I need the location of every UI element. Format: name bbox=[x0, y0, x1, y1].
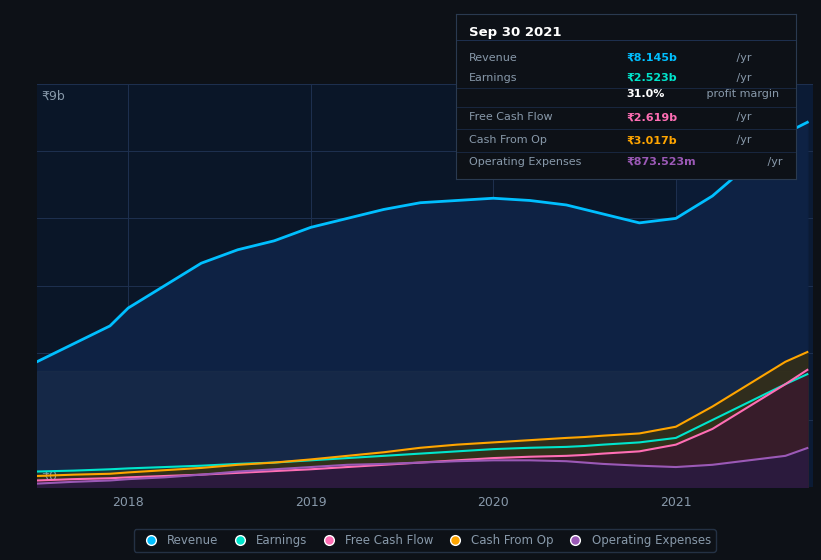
Bar bbox=[676, 84, 813, 487]
Text: ₹0: ₹0 bbox=[41, 470, 57, 483]
Text: Operating Expenses: Operating Expenses bbox=[470, 157, 581, 167]
Text: /yr: /yr bbox=[764, 157, 782, 167]
Text: ₹8.145b: ₹8.145b bbox=[626, 53, 677, 63]
Text: Free Cash Flow: Free Cash Flow bbox=[470, 112, 553, 122]
Text: profit margin: profit margin bbox=[703, 89, 779, 99]
Text: /yr: /yr bbox=[733, 112, 752, 122]
Text: ₹2.619b: ₹2.619b bbox=[626, 112, 677, 122]
Text: /yr: /yr bbox=[733, 136, 752, 146]
Text: /yr: /yr bbox=[733, 73, 752, 83]
Text: ₹3.017b: ₹3.017b bbox=[626, 136, 677, 146]
Text: Revenue: Revenue bbox=[470, 53, 518, 63]
Text: Sep 30 2021: Sep 30 2021 bbox=[470, 26, 562, 39]
Text: ₹9b: ₹9b bbox=[41, 90, 65, 103]
Text: Cash From Op: Cash From Op bbox=[470, 136, 547, 146]
Text: /yr: /yr bbox=[733, 53, 752, 63]
Text: ₹2.523b: ₹2.523b bbox=[626, 73, 677, 83]
Legend: Revenue, Earnings, Free Cash Flow, Cash From Op, Operating Expenses: Revenue, Earnings, Free Cash Flow, Cash … bbox=[134, 529, 716, 552]
Text: Earnings: Earnings bbox=[470, 73, 518, 83]
Text: ₹873.523m: ₹873.523m bbox=[626, 157, 695, 167]
Text: 31.0%: 31.0% bbox=[626, 89, 664, 99]
